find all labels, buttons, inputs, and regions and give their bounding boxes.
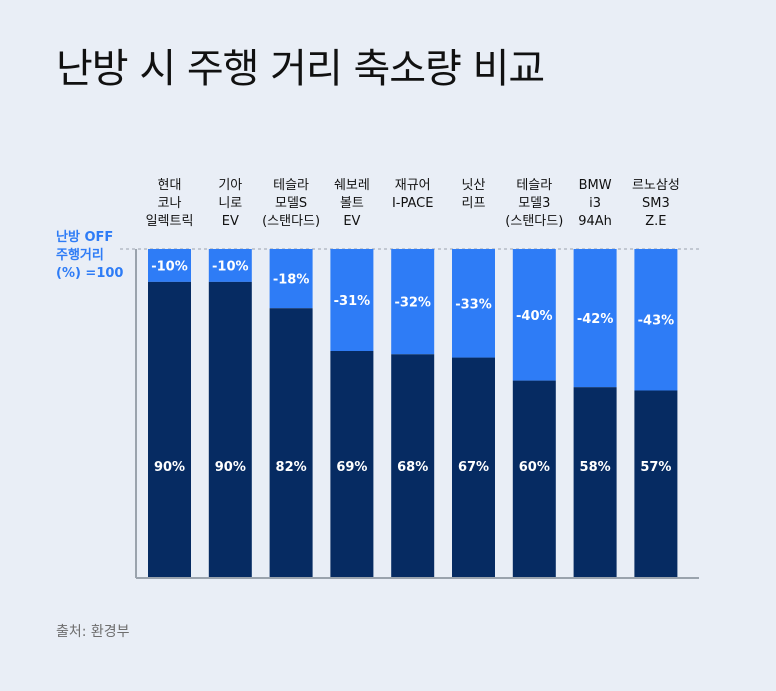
base-value-label: 57% [640, 460, 671, 475]
bar-base [391, 354, 435, 578]
reduction-value-label: -43% [638, 314, 675, 329]
category-label: 쉐보레 [334, 178, 370, 193]
base-value-label: 58% [580, 460, 611, 475]
category-label: 르노삼성 [632, 178, 680, 193]
reference-label-line: 난방 OFF [56, 229, 113, 245]
category-label: I-PACE [392, 196, 434, 211]
reduction-value-label: -10% [151, 259, 188, 274]
bar-reduction [634, 249, 678, 391]
category-label: 모델S [275, 196, 307, 211]
reduction-value-label: -18% [273, 273, 310, 288]
reduction-value-label: -31% [334, 294, 371, 309]
category-label: Z.E [645, 214, 666, 229]
category-label: 테슬라 [516, 178, 552, 193]
bar-reduction [330, 249, 374, 351]
base-value-label: 60% [519, 460, 550, 475]
category-label: 현대 [158, 178, 182, 193]
bar-reduction [573, 249, 617, 388]
reduction-value-label: -10% [212, 259, 249, 274]
base-value-label: 90% [154, 460, 185, 475]
reduction-value-label: -40% [516, 309, 553, 324]
bar-base [573, 387, 617, 578]
base-value-label: 67% [458, 460, 489, 475]
category-label: 리프 [462, 196, 486, 211]
source-note: 출처: 환경부 [56, 624, 130, 640]
bar-base [452, 357, 495, 578]
bar-base [330, 350, 374, 578]
bar-base [512, 380, 556, 578]
category-label: 기아 [218, 178, 242, 193]
bar-reduction [208, 249, 252, 282]
reference-label-line: (%) =100 [56, 266, 123, 281]
category-label: i3 [589, 196, 601, 211]
bar-base [269, 308, 313, 578]
base-value-label: 69% [336, 460, 367, 475]
page-title: 난방 시 주행 거리 축소량 비교 [56, 46, 545, 92]
category-label: EV [343, 214, 360, 229]
category-label: 코나 [158, 196, 182, 211]
category-label: 모델3 [518, 196, 550, 211]
reduction-value-label: -32% [394, 296, 431, 311]
bar-reduction [391, 249, 435, 355]
bar-base [634, 390, 678, 578]
category-label: 94Ah [578, 214, 612, 229]
base-value-label: 68% [397, 460, 428, 475]
category-label: 테슬라 [273, 178, 309, 193]
bar-base [208, 281, 252, 578]
bar-reduction [512, 249, 556, 381]
category-label: EV [222, 214, 239, 229]
base-value-label: 90% [215, 460, 246, 475]
reference-label-line: 주행거리 [56, 247, 104, 263]
bar-reduction [269, 249, 313, 309]
bar-reduction [148, 249, 191, 282]
category-label: BMW [579, 178, 612, 193]
bar-base [148, 281, 191, 578]
category-label: 니로 [218, 196, 242, 211]
reduction-value-label: -33% [455, 297, 492, 312]
bar-reduction [452, 249, 495, 358]
reduction-value-label: -42% [577, 312, 614, 327]
category-label: 일렉트릭 [146, 214, 194, 229]
category-label: 재규어 [395, 178, 431, 193]
category-label: (스탠다드) [505, 214, 563, 229]
category-label: SM3 [642, 196, 670, 211]
category-label: 볼트 [340, 196, 364, 211]
category-label: 닛산 [462, 178, 486, 193]
base-value-label: 82% [276, 460, 307, 475]
category-label: (스탠다드) [262, 214, 320, 229]
